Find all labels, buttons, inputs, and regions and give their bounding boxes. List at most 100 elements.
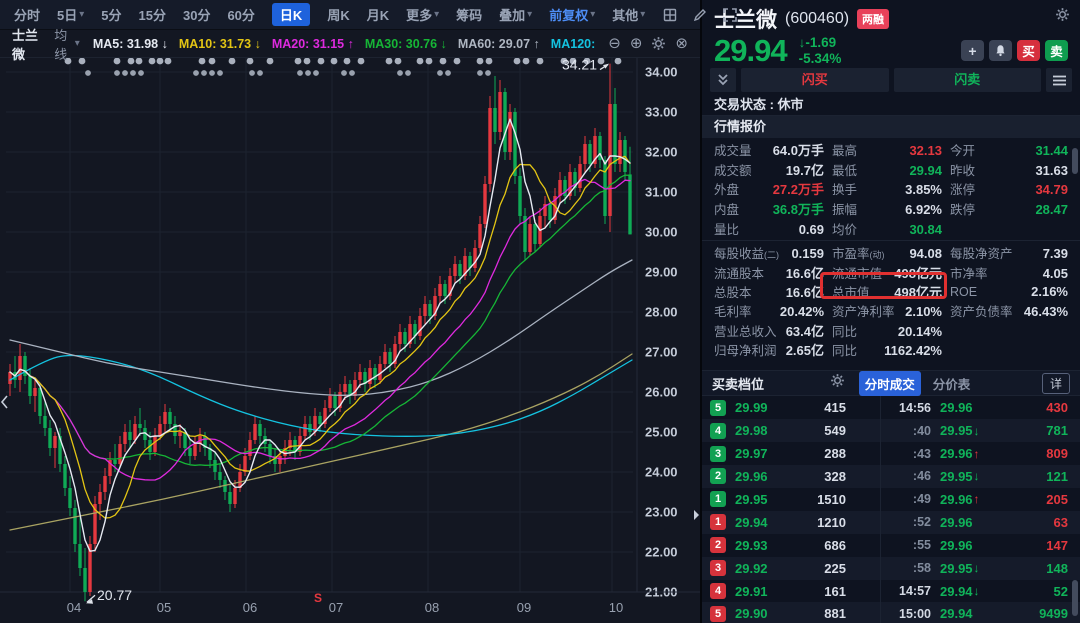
svg-text:29.00: 29.00 (645, 265, 678, 280)
scrollbar-thumb[interactable] (1072, 580, 1078, 616)
bid-level-row[interactable]: 4 29.91 161 (702, 580, 880, 603)
svg-text:26.00: 26.00 (645, 385, 678, 400)
candlestick-chart-canvas[interactable]: 34.00 33.00 32.00 31.00 30.00 29.00 28.00 27.00… (0, 0, 700, 623)
quote-cell: 今开 31.44 (950, 140, 1068, 159)
tick-time: :58 (912, 561, 931, 576)
toolbar-item-日K[interactable]: 日K (271, 3, 311, 26)
quote-cell: ROE 2.16% (950, 284, 1068, 299)
toolbar-item-周K[interactable]: 周K (327, 8, 350, 23)
event-dot (303, 57, 311, 65)
gear-icon[interactable] (830, 373, 845, 393)
bid-level-row[interactable]: 5 29.90 881 (702, 602, 880, 623)
quote-cell: 每股收益(二) 0.159 (714, 243, 832, 262)
toolbar-item-其他[interactable]: 其他 ▾ (612, 8, 646, 23)
quote-value: 4.05 (1042, 265, 1068, 281)
ask-level-row[interactable]: 3 29.97 288 (702, 442, 880, 465)
tab-分价表[interactable]: 分价表 (932, 377, 971, 392)
last-price: 29.94 (714, 33, 788, 69)
quote-value: 31.44 (1035, 143, 1068, 159)
level-price: 29.99 (735, 400, 768, 416)
svg-text:31.00: 31.00 (645, 185, 678, 200)
chart-window-controls: ⊖ ⊕ ⊗ (608, 36, 688, 51)
quote-value: 30.84 (909, 221, 942, 237)
event-dot (569, 57, 577, 65)
toolbar-item-筹码[interactable]: 筹码 (456, 8, 483, 23)
quote-label: 均价 (832, 222, 858, 237)
toolbar-item-30分[interactable]: 30分 (182, 8, 211, 23)
double-chevron-down-icon[interactable] (710, 68, 736, 92)
quote-label: 流通股本 (714, 266, 765, 281)
add-to-watchlist-button[interactable]: + (961, 40, 984, 62)
ask-level-row[interactable]: 2 29.96 328 (702, 465, 880, 488)
quote-label: 总股本 (714, 285, 752, 300)
toolbar-item-5日[interactable]: 5日 ▾ (57, 8, 85, 23)
close-circle-icon[interactable]: ⊗ (675, 35, 688, 52)
toolbar-item-分时[interactable]: 分时 (14, 8, 41, 23)
flash-trade-row: 闪买 闪卖 (702, 68, 1080, 92)
svg-text:08: 08 (425, 600, 439, 615)
margin-trading-badge: 两融 (857, 9, 890, 29)
event-dot (193, 70, 199, 76)
event-dot (437, 70, 443, 76)
quote-cell: 流通股本 16.6亿 (714, 263, 832, 282)
quote-label: 流通市值 (832, 266, 883, 281)
ask-level-row[interactable]: 4 29.98 549 (702, 419, 880, 443)
quote-label: 市净率 (950, 266, 988, 281)
period-toolbar: 分时 5日 ▾ 5分 15分 30分 60分 日K 周K 月K 更多 ▾ 筹码 叠加 ▾ 前复权 ▾ 其他 ▾ (0, 0, 738, 30)
flash-sell-button[interactable]: 闪卖 (893, 68, 1041, 92)
toolbar-item-更多[interactable]: 更多 ▾ (406, 8, 440, 23)
bid-level-row[interactable]: 2 29.93 686 (702, 534, 880, 557)
toolbar-item-月K[interactable]: 月K (366, 8, 390, 23)
ma-label: MA60: 29.07 ↑ (457, 36, 540, 51)
quote-cell: 流通市值 498亿元 (832, 263, 950, 282)
scrollbar-thumb[interactable] (1072, 148, 1078, 174)
toolbar-item-60分[interactable]: 60分 (227, 8, 255, 23)
svg-text:22.00: 22.00 (645, 545, 678, 560)
ask-level-row[interactable]: 5 29.99 415 (702, 396, 880, 419)
ask-level-row[interactable]: 1 29.95 1510 (702, 488, 880, 511)
sell-button[interactable]: 卖 (1045, 40, 1068, 62)
quote-cell: 同比 20.14% (832, 321, 950, 340)
quote-cell: 换手 3.85% (832, 179, 950, 198)
plus-circle-icon[interactable]: ⊕ (629, 35, 643, 52)
toolbar-item-前复权[interactable]: 前复权 ▾ (549, 8, 596, 23)
tick-time: :52 (912, 515, 931, 530)
grid-icon[interactable] (662, 7, 678, 23)
quote-cell: 最低 29.94 (832, 160, 950, 179)
event-dot (201, 70, 207, 76)
arrow-up-icon: ↑ (973, 492, 980, 507)
pen-icon[interactable] (692, 7, 708, 23)
tick-volume: 147 (1046, 537, 1068, 553)
quote-label: 总市值 (832, 285, 870, 300)
ma-selector-dropdown[interactable]: 均线 ▾ (54, 27, 80, 62)
minus-circle-icon[interactable]: ⊖ (608, 35, 621, 52)
svg-text:32.00: 32.00 (645, 145, 678, 160)
event-dot (78, 57, 86, 65)
svg-text:04: 04 (67, 600, 81, 615)
flash-buy-button[interactable]: 闪买 (741, 68, 889, 92)
toolbar-item-5分[interactable]: 5分 (101, 8, 122, 23)
gear-icon[interactable] (651, 36, 666, 51)
collapse-left-icon (0, 395, 8, 409)
tick-trades-list[interactable]: 14:56 29.96 430:40 29.95 ↓ 781:43 29.96 ↑ 809:46… (880, 396, 1080, 623)
chart-panel: 34.00 33.00 32.00 31.00 30.00 29.00 28.00 27.00… (0, 0, 738, 623)
chart-header: 士兰微 均线 ▾ MA5: 31.98 ↓ MA10: 31.73 ↓ MA20: 3… (0, 28, 700, 62)
menu-icon[interactable] (1046, 68, 1072, 92)
bid-level-row[interactable]: 3 29.92 225 (702, 556, 880, 580)
detail-button[interactable]: 详 (1041, 372, 1070, 394)
financial-row: 每股收益(二) 0.159 市盈率(动) 94.08 每股净资产 7.39 (714, 243, 1068, 262)
gear-icon[interactable] (1055, 7, 1070, 27)
quote-label: 今开 (950, 144, 976, 159)
price-change: ↓-1.69 (798, 35, 837, 50)
event-dot (217, 70, 223, 76)
tab-分时成交[interactable]: 分时成交 (858, 370, 921, 396)
toolbar-item-15分[interactable]: 15分 (138, 8, 166, 23)
quote-label: 市盈率(动) (832, 247, 885, 262)
toolbar-item-叠加[interactable]: 叠加 ▾ (499, 8, 533, 23)
expand-icon[interactable] (722, 7, 738, 23)
quote-value: 3.85% (905, 182, 942, 198)
alert-bell-button[interactable] (989, 40, 1012, 62)
bid-level-row[interactable]: 1 29.94 1210 (702, 510, 880, 534)
event-dot (209, 70, 215, 76)
buy-button[interactable]: 买 (1017, 40, 1040, 62)
